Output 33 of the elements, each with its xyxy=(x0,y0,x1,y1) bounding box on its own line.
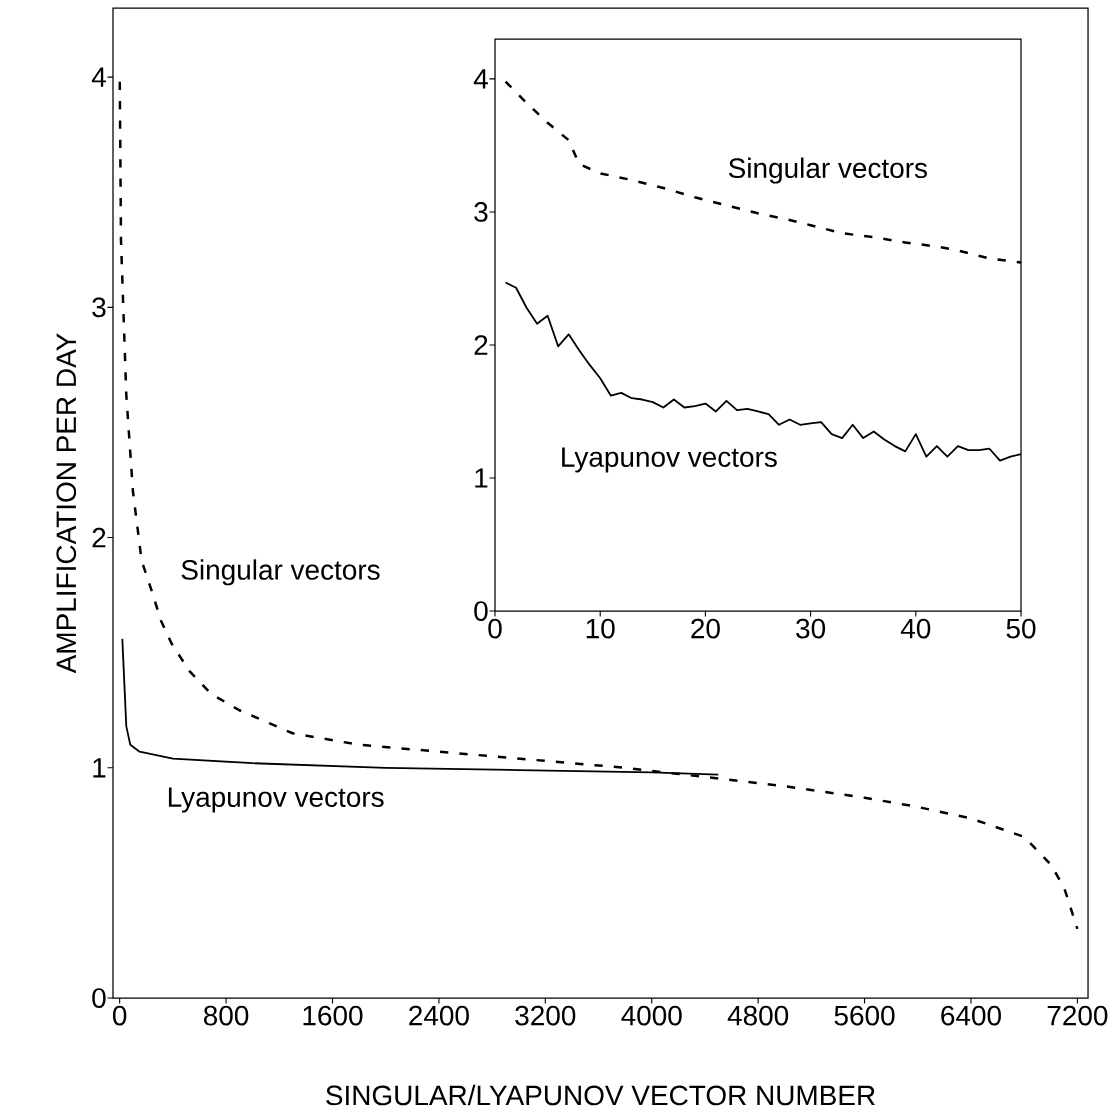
x-tick-label: 50 xyxy=(1006,618,1036,639)
x-tick-label: 6400 xyxy=(941,1005,1001,1026)
line-series xyxy=(121,637,720,776)
series-label: Lyapunov vectors xyxy=(562,447,777,473)
x-tick-label: 1600 xyxy=(303,1005,363,1026)
x-tick-label: 4000 xyxy=(621,1005,682,1026)
x-tick-label: 10 xyxy=(586,618,615,639)
y-tick-label: 3 xyxy=(474,202,488,222)
y-tick-label: 1 xyxy=(93,758,106,778)
x-tick-label: 30 xyxy=(796,618,826,639)
x-tick-label: 20 xyxy=(691,618,720,639)
x-tick-label: 3200 xyxy=(515,1005,576,1026)
x-tick-label: 0 xyxy=(488,618,502,639)
x-tick-label: 40 xyxy=(900,618,931,639)
series-label: Lyapunov vectors xyxy=(168,787,384,813)
x-tick-label: 7200 xyxy=(1047,1005,1108,1026)
x-axis-title: SINGULAR/LYAPUNOV VECTOR NUMBER xyxy=(326,1084,875,1106)
y-tick-label: 2 xyxy=(474,335,488,355)
y-tick-label: 3 xyxy=(92,297,106,318)
x-tick-label: 4800 xyxy=(727,1005,789,1026)
x-tick-label: 800 xyxy=(203,1005,249,1026)
y-tick-label: 4 xyxy=(473,69,488,89)
x-tick-label: 2400 xyxy=(409,1005,469,1026)
y-tick-label: 4 xyxy=(91,67,106,87)
y-tick-label: 0 xyxy=(92,988,106,1008)
y-tick-label: 0 xyxy=(474,601,488,621)
x-tick-label: 0 xyxy=(112,1005,127,1026)
y-axis-title: AMPLIFICATION PER DAY xyxy=(56,333,77,674)
series-label: Singular vectors xyxy=(181,559,380,586)
series-label: Singular vectors xyxy=(728,157,927,184)
y-tick-label: 2 xyxy=(92,527,106,548)
y-tick-label: 1 xyxy=(475,468,488,488)
x-tick-label: 5600 xyxy=(834,1005,895,1026)
